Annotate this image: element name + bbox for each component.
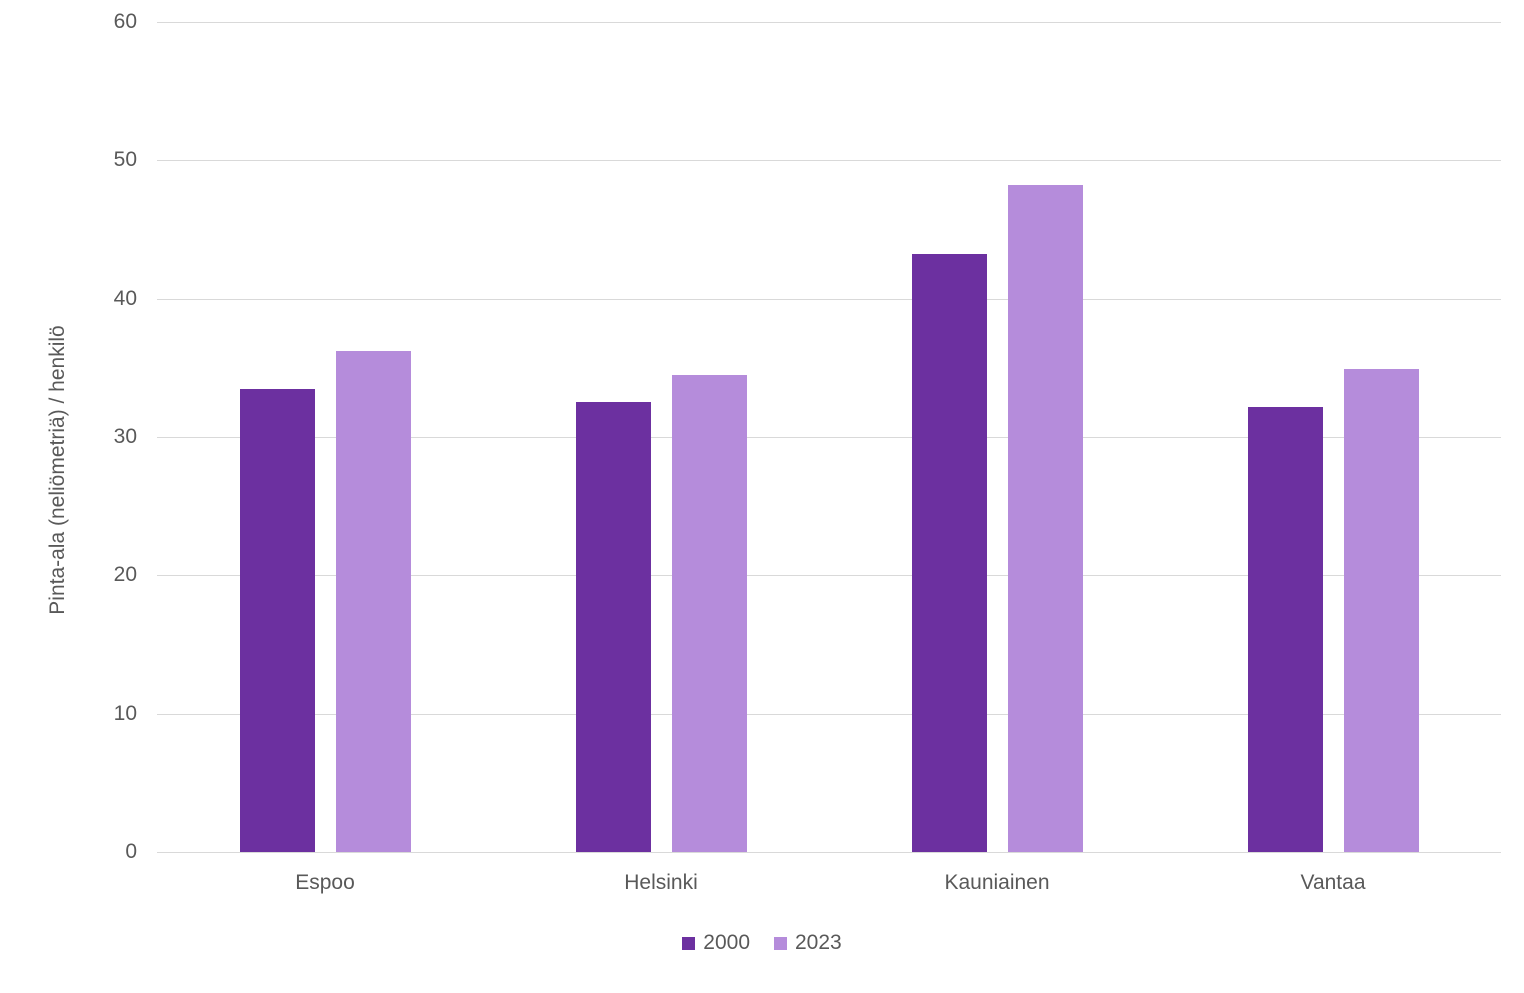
- x-axis-label-vantaa: Vantaa: [1300, 871, 1366, 894]
- x-axis-label-espoo: Espoo: [295, 871, 355, 894]
- bar-kauniainen-2023: [1008, 185, 1083, 852]
- y-tick-label-10: 10: [113, 702, 137, 725]
- x-axis-label-helsinki: Helsinki: [624, 871, 698, 894]
- gridline-y-0: [157, 852, 1501, 853]
- bar-espoo-2000: [240, 389, 315, 852]
- bar-espoo-2023: [336, 351, 411, 852]
- gridline-y-10: [157, 714, 1501, 715]
- legend-swatch-2023: [774, 936, 787, 950]
- plot-area: [157, 22, 1501, 853]
- y-tick-label-20: 20: [113, 563, 137, 586]
- legend-item-2023: 2023: [774, 930, 842, 956]
- legend-swatch-2000: [682, 936, 696, 950]
- x-axis-label-kauniainen: Kauniainen: [944, 871, 1050, 894]
- bar-vantaa-2023: [1344, 369, 1419, 852]
- gridline-y-50: [157, 160, 1501, 161]
- legend-item-2000: 2000: [682, 930, 750, 956]
- y-tick-label-0: 0: [125, 840, 137, 863]
- legend: 2000 2023: [0, 930, 1524, 956]
- y-tick-label-40: 40: [113, 287, 137, 310]
- bar-vantaa-2000: [1248, 407, 1323, 852]
- y-tick-label-50: 50: [113, 148, 137, 171]
- legend-label-2023: 2023: [795, 931, 842, 954]
- legend-label-2000: 2000: [703, 931, 750, 954]
- y-tick-label-30: 30: [113, 425, 137, 448]
- gridline-y-40: [157, 299, 1501, 300]
- y-tick-label-60: 60: [113, 10, 137, 33]
- bar-helsinki-2000: [576, 402, 651, 852]
- gridline-y-30: [157, 437, 1501, 438]
- bar-helsinki-2023: [672, 375, 747, 852]
- gridline-y-60: [157, 22, 1501, 23]
- gridline-y-20: [157, 575, 1501, 576]
- bar-kauniainen-2000: [912, 254, 987, 852]
